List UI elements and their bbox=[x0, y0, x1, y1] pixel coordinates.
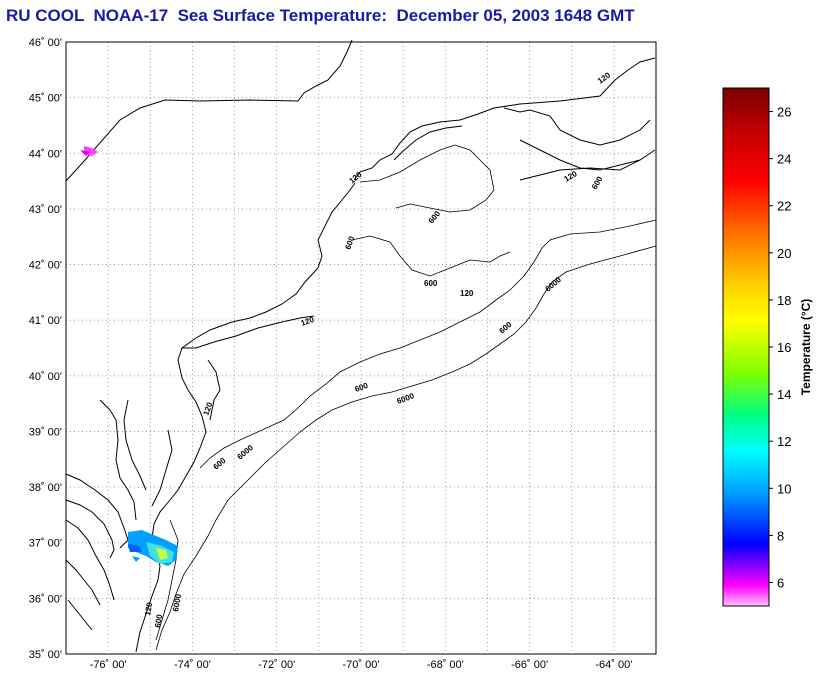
latitude-tick-label: 43˚ 00' bbox=[29, 204, 62, 216]
map-frame bbox=[65, 41, 657, 655]
contour-label-600-shelf: 600 bbox=[498, 320, 514, 336]
colorbar-tick-label: 12 bbox=[777, 434, 791, 449]
colorbar-tick-label: 24 bbox=[777, 152, 791, 167]
coastline bbox=[65, 39, 656, 653]
latitude-tick-label: 40˚ 00' bbox=[29, 371, 62, 383]
sst-data-patches bbox=[80, 146, 178, 566]
colorbar bbox=[722, 87, 770, 607]
contour-label-120-south: 120 bbox=[300, 315, 316, 328]
longitude-tick-label: -76˚ 00' bbox=[90, 659, 127, 671]
longitude-labels: -76˚ 00' -74˚ 00' -72˚ 00' -70˚ 00' -68˚ 00'… bbox=[90, 659, 633, 671]
contour-6000m bbox=[155, 245, 657, 651]
contour-label-120-nj: 120 bbox=[201, 401, 214, 417]
contour-label-600-banks: 600 bbox=[424, 279, 438, 288]
colorbar-tick-label: 6 bbox=[777, 575, 784, 590]
latitude-tick-label: 36˚ 00' bbox=[29, 593, 62, 605]
contour-label-6000-mid: 6000 bbox=[396, 391, 416, 406]
colorbar-tick-label: 16 bbox=[777, 340, 791, 355]
longitude-tick-label: -70˚ 00' bbox=[343, 659, 380, 671]
latitude-tick-label: 38˚ 00' bbox=[29, 482, 62, 494]
longitude-tick-label: -74˚ 00' bbox=[174, 659, 211, 671]
contour-label-120-east: 120 bbox=[563, 169, 580, 184]
latitude-tick-label: 41˚ 00' bbox=[29, 315, 62, 327]
colorbar-tick-label: 14 bbox=[777, 387, 791, 402]
colorbar-tick-label: 22 bbox=[777, 199, 791, 214]
contour-label-120: 120 bbox=[348, 170, 364, 186]
contour-label-600-south: 600 bbox=[212, 456, 228, 472]
latitude-tick-label: 39˚ 00' bbox=[29, 426, 62, 438]
contour-label-120-nc: 120 bbox=[143, 601, 154, 616]
contour-label-600-west: 600 bbox=[343, 235, 356, 251]
latitude-tick-label: 44˚ 00' bbox=[29, 148, 62, 160]
page-title: RU COOL NOAA-17 Sea Surface Temperature:… bbox=[6, 6, 635, 25]
contour-label-120-north: 120 bbox=[596, 70, 613, 85]
latitude-tick-label: 45˚ 00' bbox=[29, 93, 62, 105]
colorbar-tick-label: 18 bbox=[777, 293, 791, 308]
latitude-labels: 46˚ 00' 45˚ 00' 44˚ 00' 43˚ 00' 42˚ 00' 41˚ 0… bbox=[29, 37, 62, 661]
colorbar-tick-label: 26 bbox=[777, 105, 791, 120]
contour-label-6000-south: 6000 bbox=[236, 443, 256, 462]
colorbar-title: Temperature (°C) bbox=[799, 299, 813, 396]
latitude-tick-label: 46˚ 00' bbox=[29, 37, 62, 49]
contour-label-6000-east: 6000 bbox=[544, 275, 564, 294]
contour-label-600-nc: 600 bbox=[153, 613, 164, 628]
colorbar-tick-label: 10 bbox=[777, 481, 791, 496]
contour-label-120-banks: 120 bbox=[460, 289, 474, 298]
latitude-tick-label: 35˚ 00' bbox=[29, 649, 62, 661]
latitude-tick-label: 37˚ 00' bbox=[29, 538, 62, 550]
longitude-tick-label: -64˚ 00' bbox=[595, 659, 632, 671]
contour-label-600-mid: 600 bbox=[354, 381, 370, 394]
contour-120m bbox=[155, 144, 657, 641]
latitude-tick-label: 42˚ 00' bbox=[29, 260, 62, 272]
colorbar-tick-label: 8 bbox=[777, 528, 784, 543]
longitude-tick-label: -72˚ 00' bbox=[258, 659, 295, 671]
longitude-tick-label: -66˚ 00' bbox=[511, 659, 548, 671]
colorbar-ticks: 26 24 22 20 18 16 14 12 10 8 6 bbox=[769, 105, 791, 590]
contour-label-600-gulf: 600 bbox=[427, 209, 443, 225]
contour-label-6000-nc: 6000 bbox=[171, 593, 183, 613]
colorbar-tick-label: 20 bbox=[777, 246, 791, 261]
contour-label-600-east: 600 bbox=[590, 174, 605, 191]
contour-labels: 120 120 120 600 600 600 600 120 600 120 … bbox=[143, 70, 612, 628]
longitude-tick-label: -68˚ 00' bbox=[427, 659, 464, 671]
